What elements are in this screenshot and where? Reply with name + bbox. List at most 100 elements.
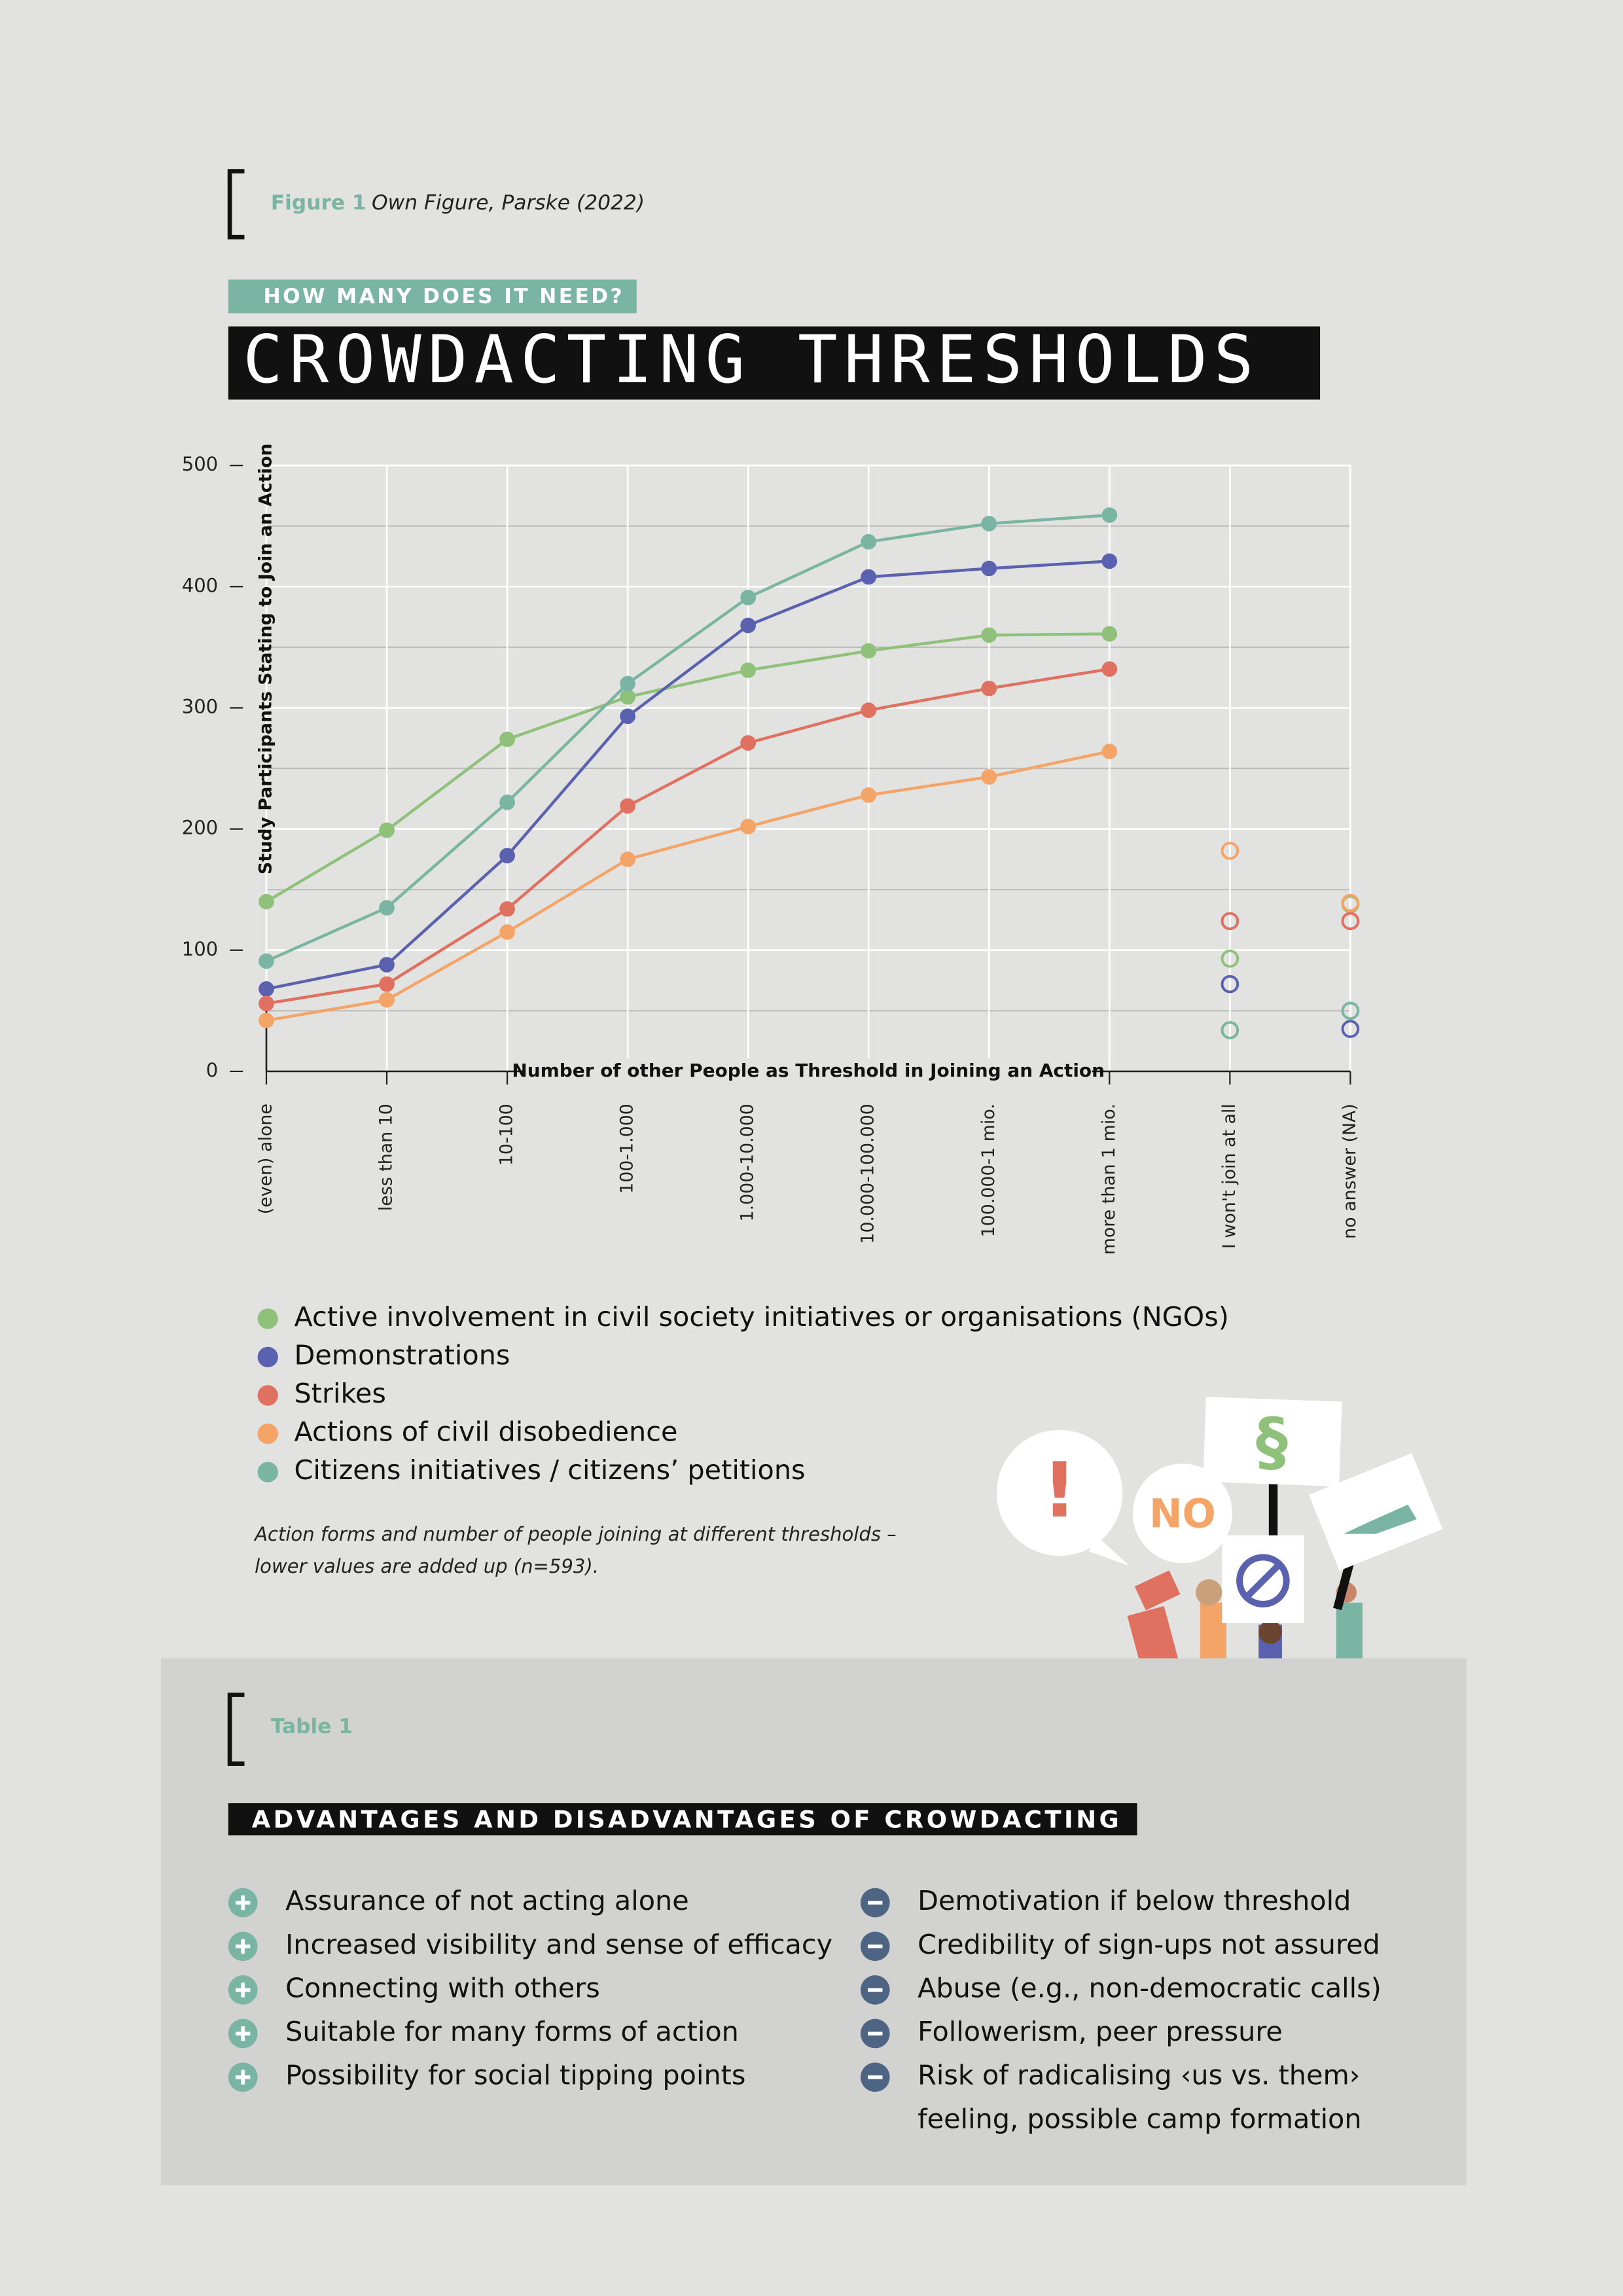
- kicker: HOW MANY DOES IT NEED?: [264, 285, 625, 308]
- legend: Active involvement in civil society init…: [253, 1301, 1229, 1577]
- x-tick-label: I won't join at all: [1219, 1103, 1240, 1249]
- x-axis-label: Number of other People as Threshold in J…: [512, 1060, 1105, 1081]
- disadvantages-item: Risk of radicalising ‹us vs. them›: [918, 2060, 1360, 2091]
- disadvantages-item: Followerism, peer pressure: [918, 2016, 1283, 2047]
- disadvantages-item: feeling, possible camp formation: [918, 2103, 1361, 2134]
- marker: [620, 798, 635, 814]
- disadvantages-item: Credibility of sign-ups not assured: [918, 1929, 1380, 1960]
- marker: [379, 957, 395, 973]
- legend-label: Actions of civil disobedience: [294, 1416, 677, 1448]
- marker: [861, 702, 877, 719]
- hollow-marker: [1341, 1001, 1360, 1020]
- series-line: [266, 513, 1110, 963]
- y-tick-label: 0: [206, 1059, 219, 1081]
- title: CROWDACTING THRESHOLDS: [243, 321, 1260, 398]
- marker: [740, 662, 757, 678]
- marker: [379, 992, 395, 1008]
- bracket: [227, 169, 245, 240]
- marker: [379, 822, 395, 838]
- x-tick-label: 10.000-100.000: [858, 1103, 878, 1244]
- advantages-item: Increased visibility and sense of effica…: [285, 1929, 832, 1960]
- marker: [1101, 661, 1118, 677]
- x-tick-label: more than 1 mio.: [1099, 1103, 1119, 1255]
- legend-swatch: [257, 1346, 278, 1368]
- hollow-marker: [1341, 912, 1360, 931]
- x-tick-label: 100.000-1 mio.: [978, 1103, 999, 1237]
- marker: [740, 617, 757, 634]
- marker: [740, 735, 757, 751]
- marker: [499, 795, 515, 810]
- legend-swatch: [257, 1308, 278, 1329]
- hollow-marker: [1221, 842, 1240, 860]
- marker: [861, 533, 877, 550]
- y-tick-label: 100: [182, 938, 218, 960]
- table: Assurance of not acting alone Increased v…: [228, 1885, 1382, 2134]
- marker: [740, 590, 757, 605]
- hollow-marker: [1221, 975, 1240, 994]
- pen: [1343, 1504, 1417, 1534]
- marker: [499, 848, 515, 864]
- marker: [499, 924, 515, 940]
- y-axis-label: Study Participants Stating to Join an Ac…: [255, 443, 276, 874]
- bubble: [996, 1429, 1123, 1556]
- stick: [1268, 1484, 1278, 1543]
- marker: [981, 516, 997, 531]
- legend-swatch: [257, 1385, 278, 1406]
- hollow-marker: [1341, 1020, 1360, 1038]
- no-symbol: [1236, 1554, 1290, 1607]
- arm: [1127, 1605, 1179, 1673]
- disadvantages-item: Abuse (e.g., non-democratic calls): [918, 1972, 1382, 2003]
- marker: [259, 893, 274, 910]
- y-tick-label: 300: [182, 695, 218, 717]
- disadvantages-item: Demotivation if below threshold: [918, 1885, 1351, 1916]
- hollow-marker: [1341, 893, 1360, 912]
- series-line: [266, 560, 1110, 991]
- x-tick-label: less than 10: [376, 1103, 397, 1211]
- fist: [1196, 1579, 1222, 1606]
- y-tick-label: 500: [182, 453, 218, 475]
- x-tick-label: (even) alone: [255, 1103, 276, 1214]
- table-panel: [160, 1658, 1467, 2185]
- y-tick-label: 400: [182, 574, 218, 596]
- marker: [861, 787, 877, 803]
- marker: [981, 627, 997, 643]
- advantages-item: Suitable for many forms of action: [285, 2016, 739, 2047]
- title-banner: [228, 326, 1321, 400]
- marker: [740, 819, 757, 834]
- kicker-banner: [228, 279, 637, 314]
- x-tick-label: 10-100: [497, 1103, 517, 1166]
- marker: [981, 560, 997, 577]
- figure-source: Own Figure, Parske (2022): [372, 191, 645, 215]
- marker: [981, 680, 997, 696]
- x-tick-label: 1.000-10.000: [738, 1103, 758, 1221]
- x-tick-label: no answer (NA): [1340, 1103, 1360, 1239]
- legend-swatch: [257, 1423, 278, 1444]
- sign: [1308, 1453, 1443, 1571]
- advantages-item: Connecting with others: [285, 1972, 600, 2003]
- table-title-banner: [228, 1803, 1137, 1836]
- hollow-marker: [1221, 1021, 1240, 1039]
- x-label-bg: [524, 1058, 1092, 1085]
- marker: [1101, 553, 1118, 569]
- bubble-text: NO: [1149, 1491, 1216, 1537]
- table-title: ADVANTAGES AND DISADVANTAGES OF CROWDACT…: [252, 1805, 1122, 1833]
- marker: [981, 769, 997, 785]
- bracket: [227, 1693, 245, 1767]
- sign-text: §: [1256, 1405, 1288, 1479]
- no-symbol: [1244, 1562, 1282, 1600]
- x-tick-label: 100-1.000: [617, 1103, 637, 1194]
- legend-label: Citizens initiatives / citizens’ petitio…: [294, 1454, 805, 1486]
- marker: [620, 708, 635, 725]
- marker: [620, 689, 635, 705]
- hollow-marker: [1221, 949, 1240, 968]
- marker: [259, 996, 274, 1012]
- legend-label: Strikes: [294, 1378, 385, 1409]
- sign: [1203, 1397, 1342, 1487]
- marker: [259, 1013, 274, 1029]
- marker: [1101, 507, 1118, 523]
- legend-swatch: [257, 1462, 278, 1482]
- marker: [1101, 626, 1118, 642]
- marker: [1101, 744, 1118, 759]
